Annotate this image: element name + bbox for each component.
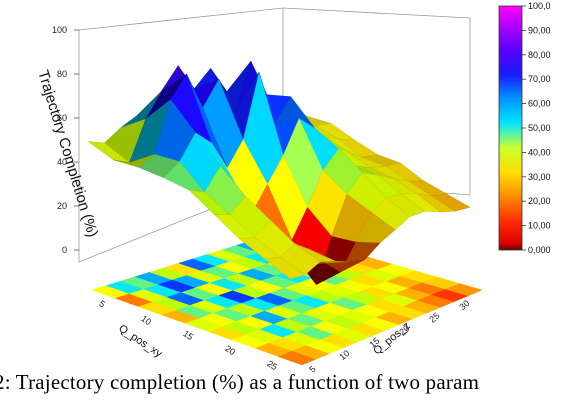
surface-mesh [87, 60, 471, 286]
colorbar-tick-label: 10,00 [528, 221, 551, 231]
y-tick-label: 10 [337, 348, 351, 362]
y-axis-ticks: 5 10 15 20 25 30 [307, 298, 471, 375]
colorbar-tick-label: 40,00 [528, 147, 551, 157]
z-tick-label: 80 [57, 69, 67, 79]
colorbar-tick-label: 60,00 [528, 99, 551, 109]
y-tick-label: 15 [367, 336, 381, 350]
x-tick-label: 5 [97, 298, 107, 309]
colorbar-tick-label: 70,00 [528, 74, 551, 84]
colorbar-tick-label: 90,00 [528, 25, 551, 35]
z-tick-label: 60 [57, 113, 67, 123]
z-axis-ticks: 0 20 40 60 80 100 [52, 25, 79, 255]
z-tick-label: 40 [57, 157, 67, 167]
colorbar-tick-label: 20,00 [528, 196, 551, 206]
colorbar-tick-label: 0,000 [528, 245, 551, 255]
x-tick-label: 15 [181, 328, 195, 342]
z-tick-label: 0 [62, 245, 67, 255]
y-tick-label: 20 [397, 323, 411, 337]
floor-cell [444, 283, 483, 297]
colorbar-ticks: 0,000 10,00 20,00 30,00 40,00 50,00 60,00 70,00… [522, 1, 551, 255]
y-tick-label: 30 [457, 298, 471, 312]
colorbar-tick-label: 80,00 [528, 50, 551, 60]
y-tick-label: 25 [427, 311, 441, 325]
colorbar-tick-label: 30,00 [528, 172, 551, 182]
figure-caption: 2: Trajectory completion (%) as a functi… [0, 370, 480, 394]
x-tick-label: 10 [139, 313, 153, 327]
y-tick-label: 5 [307, 364, 317, 375]
colorbar [498, 5, 523, 251]
frame-line [282, 7, 471, 19]
x-tick-label: 20 [223, 343, 237, 357]
x-axis-ticks: 5 10 15 20 25 [97, 298, 279, 372]
z-axis-title: Trajectory Completion (%) [34, 68, 101, 239]
frame-line [78, 7, 284, 31]
colorbar-tick-label: 50,00 [528, 123, 551, 133]
x-axis-title: Q_pos_xy [116, 323, 164, 361]
x-tick-label: 25 [265, 358, 279, 372]
z-tick-label: 20 [57, 201, 67, 211]
colorbar-tick-label: 100,0 [528, 1, 551, 11]
surface-face [264, 256, 306, 280]
z-tick-label: 100 [52, 25, 67, 35]
